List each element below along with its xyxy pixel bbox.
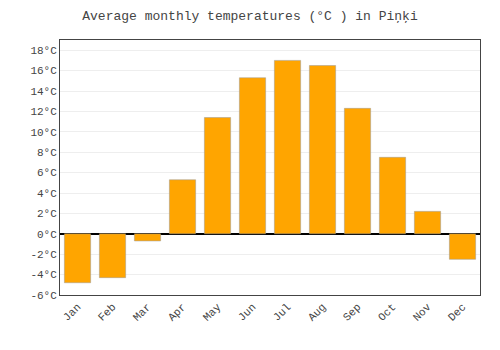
- svg-text:Jun: Jun: [236, 301, 258, 323]
- svg-text:2°C: 2°C: [37, 208, 57, 220]
- svg-text:May: May: [201, 301, 224, 324]
- svg-text:10°C: 10°C: [30, 127, 57, 139]
- svg-text:14°C: 14°C: [30, 86, 57, 98]
- svg-text:Feb: Feb: [96, 301, 118, 323]
- svg-text:Sep: Sep: [341, 301, 363, 323]
- svg-text:Aug: Aug: [306, 301, 328, 323]
- svg-text:18°C: 18°C: [30, 45, 57, 57]
- svg-text:16°C: 16°C: [30, 65, 57, 77]
- svg-text:Nov: Nov: [411, 301, 434, 324]
- svg-text:Oct: Oct: [376, 301, 398, 323]
- svg-text:Jul: Jul: [271, 301, 293, 323]
- svg-text:Average monthly temperatures (: Average monthly temperatures (°C ) in Pi…: [82, 9, 418, 24]
- svg-text:0°C: 0°C: [37, 229, 57, 241]
- svg-text:Apr: Apr: [166, 301, 188, 323]
- svg-text:Mar: Mar: [131, 301, 153, 323]
- svg-text:12°C: 12°C: [30, 106, 57, 118]
- svg-text:-6°C: -6°C: [30, 290, 57, 302]
- svg-text:-4°C: -4°C: [30, 269, 57, 281]
- svg-text:6°C: 6°C: [37, 167, 57, 179]
- svg-text:Jan: Jan: [61, 301, 83, 323]
- svg-text:4°C: 4°C: [37, 188, 57, 200]
- svg-text:-2°C: -2°C: [30, 249, 57, 261]
- svg-text:Dec: Dec: [446, 301, 468, 323]
- svg-text:8°C: 8°C: [37, 147, 57, 159]
